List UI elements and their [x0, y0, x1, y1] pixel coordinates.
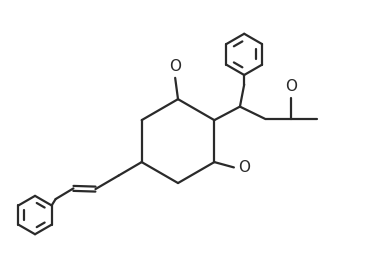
Text: O: O — [169, 59, 181, 74]
Text: O: O — [238, 160, 250, 175]
Text: O: O — [285, 79, 297, 94]
